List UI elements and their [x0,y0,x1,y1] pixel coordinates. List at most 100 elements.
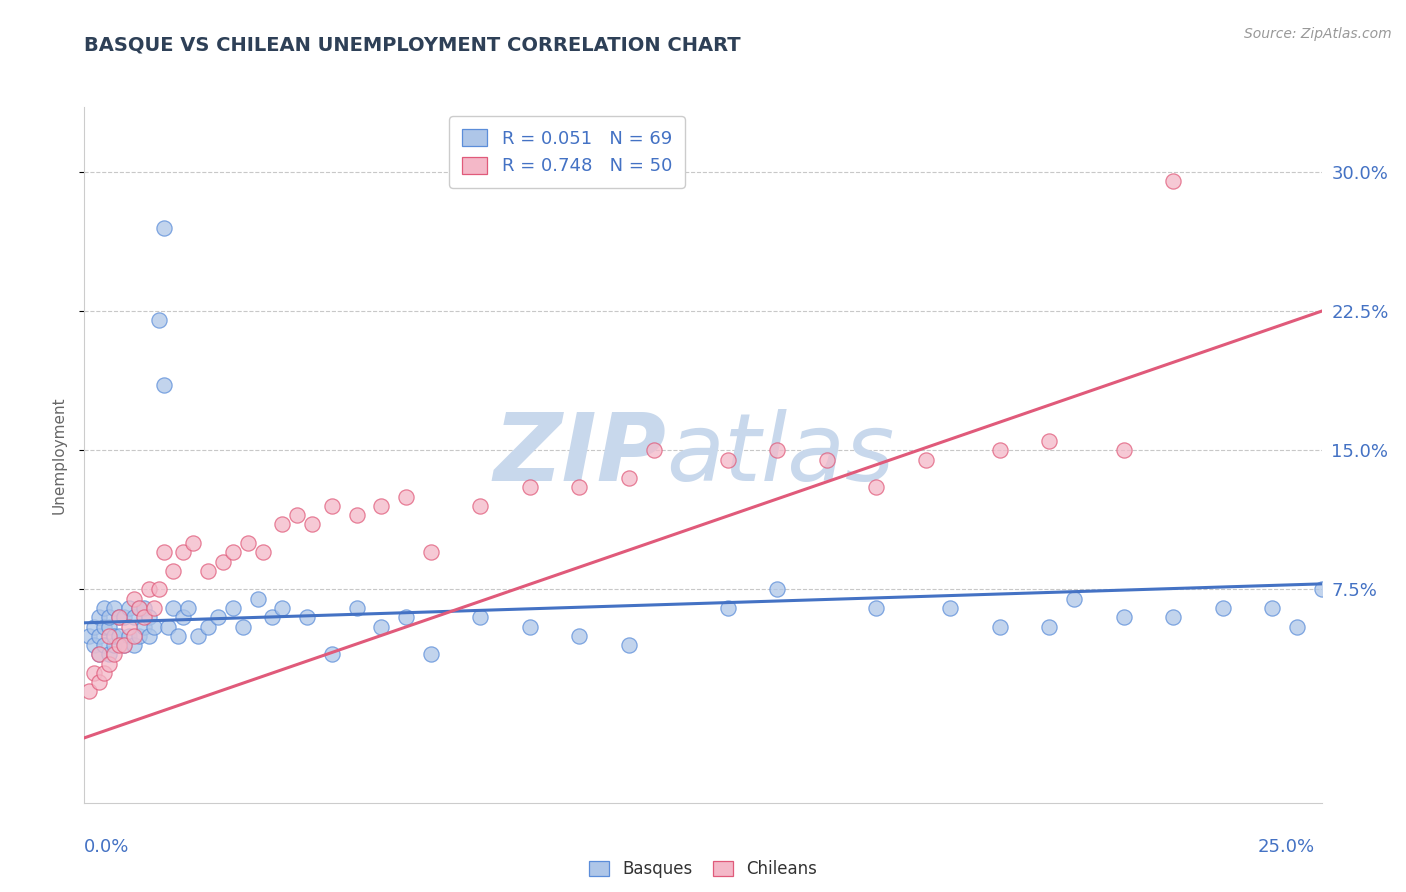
Text: 0.0%: 0.0% [84,838,129,856]
Point [108,610,131,624]
Point [1212,601,1234,615]
Point [321,648,343,662]
Point [519,619,541,633]
Point [1310,582,1333,597]
Point [1112,443,1135,458]
Point [271,601,294,615]
Point [172,545,194,559]
Point [222,545,245,559]
Point [181,536,204,550]
Point [152,545,174,559]
Point [988,619,1011,633]
Point [519,480,541,494]
Point [1038,619,1060,633]
Point [617,638,640,652]
Point [301,517,323,532]
Point [865,601,887,615]
Point [470,499,492,513]
Point [1285,619,1308,633]
Point [118,601,141,615]
Point [1161,174,1184,188]
Point [122,591,145,606]
Point [157,619,180,633]
Point [766,443,789,458]
Point [172,610,194,624]
Point [162,601,184,615]
Point [103,638,125,652]
Point [138,582,160,597]
Point [142,619,165,633]
Point [98,629,121,643]
Point [89,648,111,662]
Point [138,610,160,624]
Point [1161,610,1184,624]
Point [108,629,131,643]
Point [89,675,111,690]
Point [470,610,492,624]
Point [103,601,125,615]
Point [103,648,125,662]
Point [370,619,392,633]
Point [83,665,105,680]
Point [89,610,111,624]
Point [212,555,235,569]
Point [122,638,145,652]
Point [89,629,111,643]
Point [346,508,368,523]
Text: atlas: atlas [666,409,894,500]
Y-axis label: Unemployment: Unemployment [51,396,66,514]
Point [98,657,121,671]
Point [128,601,150,615]
Point [79,684,101,698]
Point [122,629,145,643]
Point [568,480,591,494]
Point [1038,434,1060,448]
Point [118,619,141,633]
Point [132,601,155,615]
Point [222,601,245,615]
Point [142,601,165,615]
Point [914,452,936,467]
Point [815,452,838,467]
Point [295,610,318,624]
Legend: Basques, Chileans: Basques, Chileans [582,854,824,885]
Point [177,601,200,615]
Point [148,582,170,597]
Point [271,517,294,532]
Point [98,610,121,624]
Point [122,610,145,624]
Point [167,629,190,643]
Point [89,648,111,662]
Point [152,378,174,392]
Point [717,601,740,615]
Point [197,564,219,578]
Point [395,610,418,624]
Point [93,619,115,633]
Point [939,601,962,615]
Point [132,619,155,633]
Point [112,610,135,624]
Point [108,638,131,652]
Text: Source: ZipAtlas.com: Source: ZipAtlas.com [1244,27,1392,41]
Point [132,610,155,624]
Point [187,629,209,643]
Point [419,648,441,662]
Point [93,638,115,652]
Point [197,619,219,633]
Text: BASQUE VS CHILEAN UNEMPLOYMENT CORRELATION CHART: BASQUE VS CHILEAN UNEMPLOYMENT CORRELATI… [84,36,741,54]
Point [252,545,274,559]
Point [128,629,150,643]
Point [112,638,135,652]
Point [717,452,740,467]
Text: ZIP: ZIP [494,409,666,501]
Point [152,220,174,235]
Point [162,564,184,578]
Point [988,443,1011,458]
Point [766,582,789,597]
Point [370,499,392,513]
Point [568,629,591,643]
Point [1063,591,1085,606]
Point [643,443,665,458]
Point [98,648,121,662]
Point [118,629,141,643]
